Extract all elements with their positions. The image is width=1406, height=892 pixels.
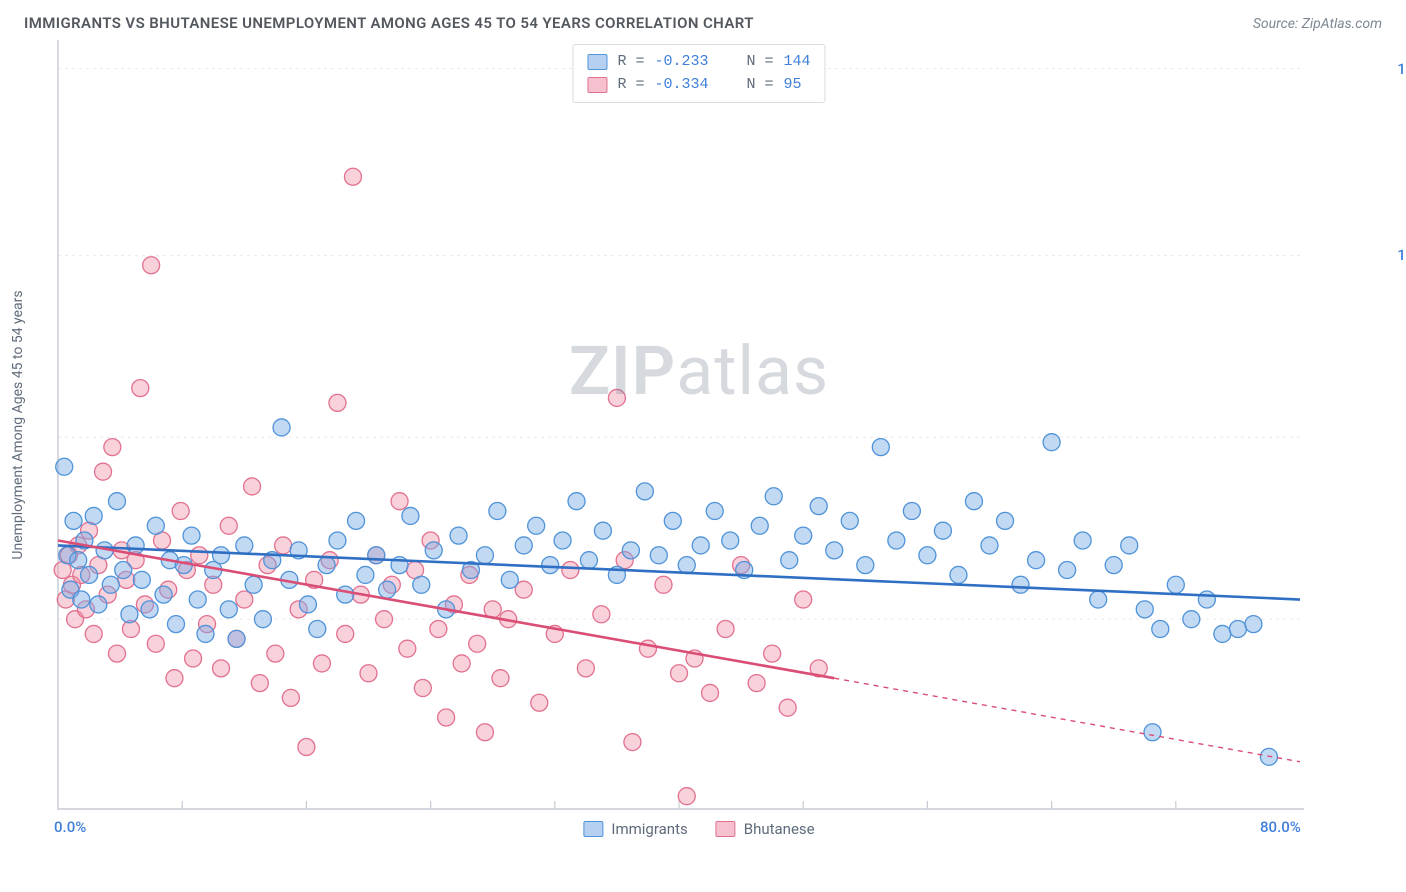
stats-row-immigrants: R = -0.233 N = 144 <box>587 51 810 74</box>
x-axis-max: 80.0% <box>1260 818 1301 836</box>
correlation-stats-box: R = -0.233 N = 144 R = -0.334 N = 95 <box>572 44 825 103</box>
stat-n-bhutanese: 95 <box>784 74 802 97</box>
swatch-bhutanese <box>587 77 607 93</box>
legend-label: Bhutanese <box>744 820 815 838</box>
legend-item-immigrants: Immigrants <box>583 820 687 838</box>
scatter-plot <box>24 40 1304 810</box>
stat-n-label: N = <box>747 74 774 97</box>
stat-n-immigrants: 144 <box>784 51 811 74</box>
stat-r-immigrants: -0.233 <box>654 51 708 74</box>
stat-r-bhutanese: -0.334 <box>654 74 708 97</box>
y-axis-label: Unemployment Among Ages 45 to 54 years <box>10 290 26 559</box>
stat-r-label: R = <box>617 51 644 74</box>
chart-header: IMMIGRANTS VS BHUTANESE UNEMPLOYMENT AMO… <box>0 0 1406 40</box>
y-tick-label: 15.0% <box>1397 60 1406 78</box>
stat-r-label: R = <box>617 74 644 97</box>
chart-source: Source: ZipAtlas.com <box>1253 16 1382 32</box>
stats-row-bhutanese: R = -0.334 N = 95 <box>587 74 810 97</box>
swatch-bhutanese <box>716 821 736 837</box>
stat-n-label: N = <box>747 51 774 74</box>
chart-title: IMMIGRANTS VS BHUTANESE UNEMPLOYMENT AMO… <box>24 14 754 32</box>
swatch-immigrants <box>583 821 603 837</box>
y-tick-label: 11.2% <box>1397 246 1406 264</box>
legend-label: Immigrants <box>611 820 687 838</box>
legend-item-bhutanese: Bhutanese <box>716 820 815 838</box>
chart-area: Unemployment Among Ages 45 to 54 years Z… <box>24 40 1374 810</box>
series-legend: Immigrants Bhutanese <box>583 820 814 838</box>
swatch-immigrants <box>587 54 607 70</box>
x-axis-min: 0.0% <box>54 818 86 836</box>
